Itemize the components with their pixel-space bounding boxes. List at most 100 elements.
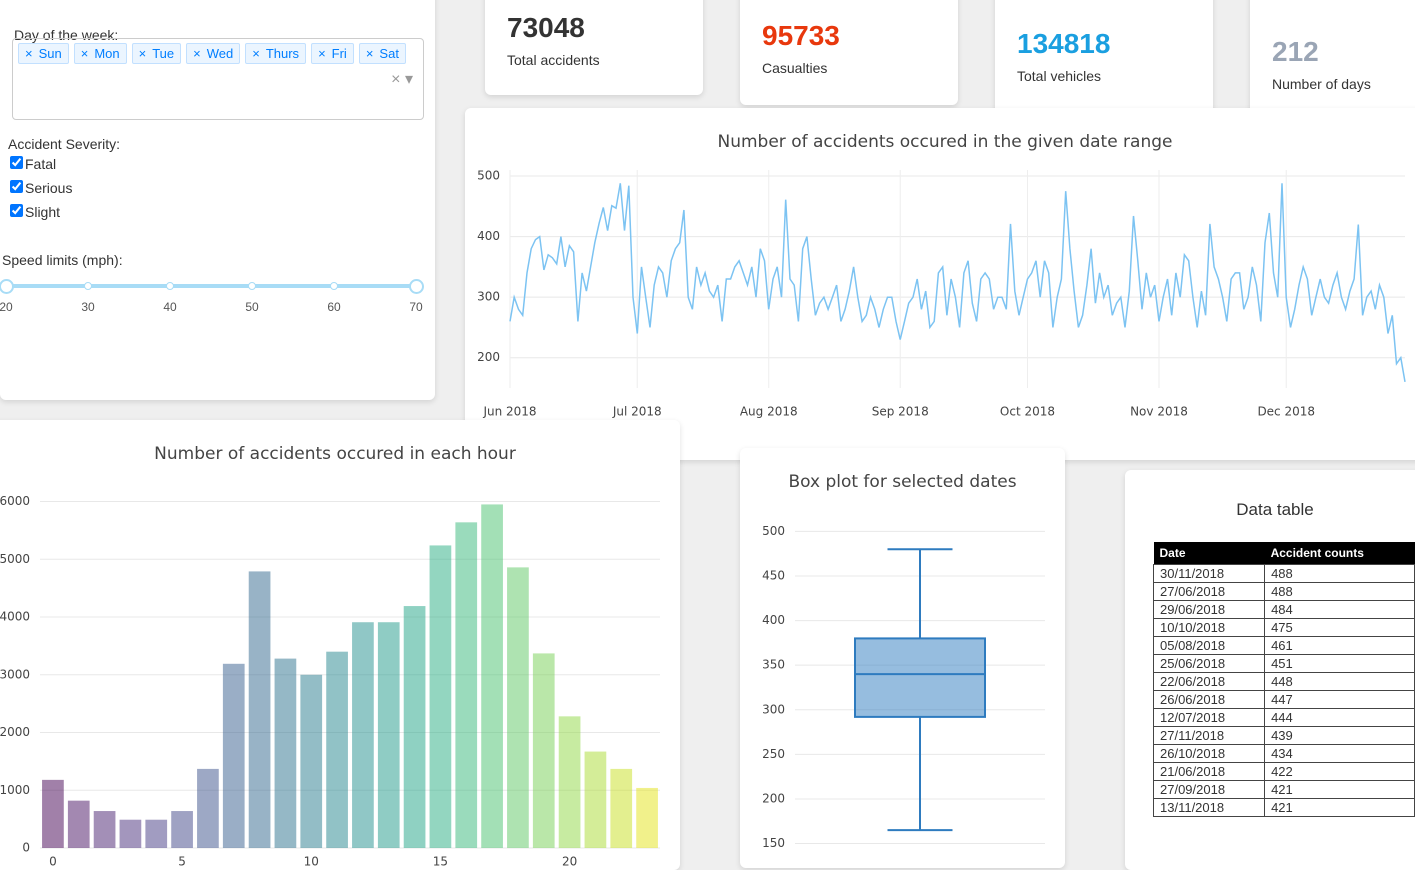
y-tick-label: 150 (762, 836, 785, 850)
table-row: 29/06/2018 484 (1152, 600, 1415, 619)
y-tick-label: 500 (762, 524, 785, 538)
kpi-value: 95733 (762, 20, 840, 51)
y-tick-label: 300 (762, 702, 785, 716)
day-tag[interactable]: × Sun (18, 43, 69, 64)
table-cell: 448 (1264, 672, 1415, 691)
y-tick-label: 6000 (0, 494, 30, 508)
table-cell: 484 (1264, 600, 1415, 619)
line-card: Number of accidents occured in the given… (465, 108, 1415, 460)
severity-option: Serious (8, 180, 72, 204)
speed-slider[interactable]: 20 30 40 50 60 70 (0, 278, 424, 328)
line-chart: Number of accidents occured in the given… (477, 132, 1406, 419)
bar (455, 522, 478, 848)
slider-mark-label: 30 (81, 300, 95, 314)
table-cell: 13/11/2018 (1152, 798, 1266, 817)
box-chart: Box plot for selected dates 150 200 250 300 3… (762, 472, 1045, 850)
slider-mark-label: 70 (409, 300, 423, 314)
filter-panel: Day of the week: × ▾ × Sun × Mon × Tue × Wed × Thu… (0, 0, 435, 400)
kpi-value: 73048 (507, 12, 585, 43)
kpi-card: 134818 Total vehicles (995, 0, 1213, 115)
bar (636, 787, 658, 848)
checkbox[interactable] (10, 204, 23, 217)
y-tick-label: 200 (762, 791, 785, 805)
table-cell: 05/08/2018 (1152, 636, 1266, 655)
x-tick-label: Aug 2018 (740, 405, 798, 419)
bar (584, 751, 607, 848)
bar (481, 504, 503, 848)
bar-card: Number of accidents occured in each hour… (0, 420, 680, 870)
data-table: Date Accident counts 30/11/2018 488 27/06/20… (1152, 542, 1415, 817)
table-row: 21/06/2018 422 (1152, 762, 1415, 781)
day-tag[interactable]: × Tue (131, 43, 182, 64)
kpi-card: 95733 Casualties (740, 0, 958, 105)
chart-title: Box plot for selected dates (788, 472, 1016, 492)
clear-icon[interactable]: × ▾ (391, 71, 413, 88)
bar (300, 674, 323, 848)
table-card: Data table Date Accident counts 30/11/2018… (1125, 470, 1415, 870)
kpi-value: 212 (1272, 36, 1319, 67)
day-select[interactable]: × ▾ × Sun × Mon × Tue × Wed × Thurs × Fri × Sat (12, 38, 424, 120)
bar (429, 545, 452, 848)
checkbox[interactable] (10, 180, 23, 193)
slider-mark-label: 60 (327, 300, 341, 314)
table-cell: 27/11/2018 (1152, 726, 1266, 745)
bar (532, 653, 555, 848)
checkbox[interactable] (10, 156, 23, 169)
tag-text: Sun (38, 46, 62, 61)
x-tick-label: Dec 2018 (1257, 405, 1315, 419)
y-tick-label: 3000 (0, 667, 30, 681)
bar (403, 606, 426, 848)
bar (610, 768, 633, 848)
severity-option: Slight (8, 204, 72, 228)
slider-track (6, 284, 416, 288)
bar (326, 651, 348, 848)
x-tick-label: 20 (562, 855, 577, 869)
slider-handle[interactable] (0, 279, 14, 294)
day-tag[interactable]: × Mon (73, 43, 127, 64)
table-cell: 421 (1264, 780, 1415, 799)
slider-dot (330, 282, 338, 290)
day-tag[interactable]: × Sat (358, 43, 406, 64)
day-tag[interactable]: × Wed (186, 43, 241, 64)
tag-text: Sat (379, 46, 399, 61)
x-tick-label: Jul 2018 (612, 405, 662, 419)
tag-text: Thurs (265, 46, 300, 61)
severity-text: Serious (25, 180, 73, 196)
day-tag[interactable]: × Thurs (245, 43, 307, 64)
kpi-label: Total accidents (507, 52, 600, 68)
tag-text: Tue (152, 46, 175, 61)
y-tick-label: 2000 (0, 725, 30, 739)
y-tick-label: 250 (762, 747, 785, 761)
box-card: Box plot for selected dates 150 200 250 300 3… (740, 448, 1065, 868)
table-cell: 444 (1264, 708, 1415, 727)
table-row: 05/08/2018 461 (1152, 636, 1415, 655)
box (854, 637, 986, 718)
bar (222, 663, 245, 848)
table-cell: 10/10/2018 (1152, 618, 1266, 637)
x-tick-label: 5 (178, 855, 186, 869)
x-tick-label: Oct 2018 (1000, 405, 1055, 419)
tag-text: Wed (206, 46, 234, 61)
slider-mark-label: 40 (163, 300, 177, 314)
tag-remove: × (138, 46, 147, 61)
table-cell: 26/10/2018 (1152, 744, 1266, 763)
tag-text: Fri (331, 46, 347, 61)
table-cell: 26/06/2018 (1152, 690, 1266, 709)
bar (248, 571, 271, 848)
y-tick-label: 400 (477, 229, 500, 243)
table-cell: 475 (1264, 618, 1415, 637)
kpi-label: Total vehicles (1017, 68, 1102, 84)
y-tick-label: 400 (762, 613, 785, 627)
bar (42, 779, 64, 848)
kpi-label: Number of days (1272, 76, 1371, 92)
day-label: Day of the week: (14, 27, 119, 43)
day-tag[interactable]: × Fri (311, 43, 354, 64)
x-tick-label: Jun 2018 (482, 405, 536, 419)
slider-handle[interactable] (409, 279, 424, 294)
bar (507, 567, 529, 848)
table-row: 27/11/2018 439 (1152, 726, 1415, 745)
table-title: Data table (1236, 500, 1314, 519)
slider-mark-label: 50 (245, 300, 259, 314)
table-cell: 421 (1264, 798, 1415, 817)
